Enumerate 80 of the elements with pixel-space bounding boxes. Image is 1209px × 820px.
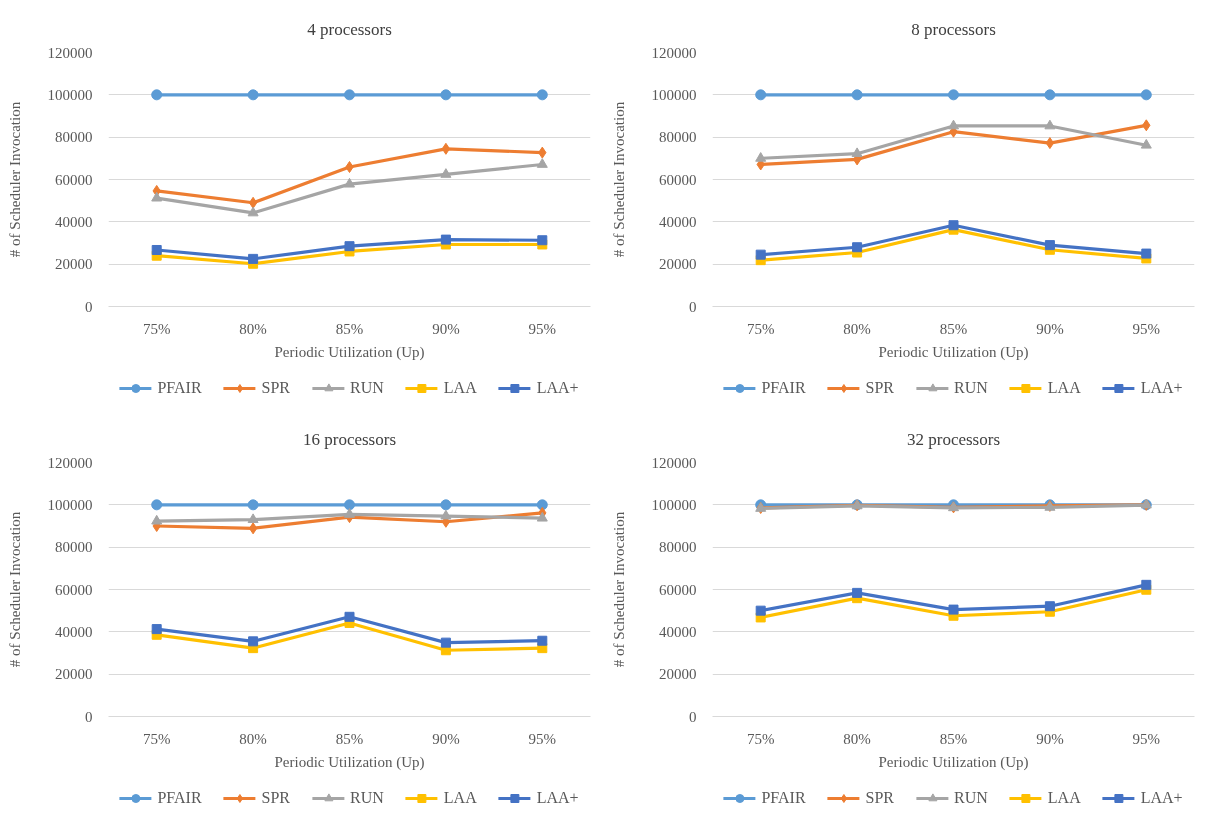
x-axis-title: Periodic Utilization (Up) xyxy=(878,753,1029,771)
legend-label: PFAIR xyxy=(157,379,202,397)
x-tick-label: 90% xyxy=(432,320,460,337)
y-tick-label: 120000 xyxy=(651,44,697,61)
y-axis-title: # of Scheduler Invocation xyxy=(6,511,23,668)
y-tick-label: 60000 xyxy=(659,581,697,598)
x-tick-label: 85% xyxy=(939,730,968,747)
y-axis-title: # of Scheduler Invocation xyxy=(610,101,627,258)
legend-label: RUN xyxy=(954,379,988,397)
y-tick-label: 20000 xyxy=(55,256,93,273)
legend-label: PFAIR xyxy=(761,379,806,397)
legend-label: RUN xyxy=(350,379,384,397)
y-axis-title: # of Scheduler Invocation xyxy=(610,511,627,668)
x-axis-title: Periodic Utilization (Up) xyxy=(274,343,425,361)
y-tick-label: 40000 xyxy=(55,623,93,640)
y-tick-label: 20000 xyxy=(55,666,93,683)
x-tick-label: 80% xyxy=(239,730,267,747)
x-tick-label: 75% xyxy=(142,730,171,747)
y-tick-label: 60000 xyxy=(55,171,93,188)
x-tick-label: 75% xyxy=(142,320,171,337)
legend-label: RUN xyxy=(954,789,988,807)
chart-title: 8 processors xyxy=(911,19,996,39)
chart-title: 4 processors xyxy=(307,19,392,39)
legend-label: PFAIR xyxy=(157,789,202,807)
x-tick-label: 85% xyxy=(335,730,364,747)
y-tick-label: 0 xyxy=(689,708,697,725)
x-tick-label: 95% xyxy=(528,320,557,337)
x-tick-label: 95% xyxy=(528,730,557,747)
y-tick-label: 100000 xyxy=(47,496,93,513)
x-tick-label: 90% xyxy=(1036,730,1064,747)
y-tick-label: 40000 xyxy=(659,213,697,230)
x-tick-label: 90% xyxy=(1036,320,1064,337)
x-tick-label: 95% xyxy=(1132,730,1161,747)
legend-label: LAA xyxy=(443,379,477,397)
chart-title: 32 processors xyxy=(906,429,1001,449)
legend-label: LAA+ xyxy=(536,379,579,397)
y-tick-label: 80000 xyxy=(659,539,697,556)
x-tick-label: 90% xyxy=(432,730,460,747)
x-tick-label: 75% xyxy=(746,320,775,337)
x-axis-title: Periodic Utilization (Up) xyxy=(878,343,1029,361)
x-axis-title: Periodic Utilization (Up) xyxy=(274,753,425,771)
y-tick-label: 40000 xyxy=(659,623,697,640)
y-tick-label: 100000 xyxy=(47,86,93,103)
y-tick-label: 60000 xyxy=(659,171,697,188)
y-axis-title: # of Scheduler Invocation xyxy=(6,101,23,258)
legend-label: LAA+ xyxy=(536,789,579,807)
x-tick-label: 75% xyxy=(746,730,775,747)
x-tick-label: 80% xyxy=(843,730,871,747)
y-tick-label: 100000 xyxy=(651,86,697,103)
y-tick-label: 120000 xyxy=(651,454,697,471)
y-tick-label: 120000 xyxy=(47,44,93,61)
legend-label: SPR xyxy=(865,789,895,807)
y-tick-label: 0 xyxy=(85,708,93,725)
legend-label: LAA xyxy=(1047,789,1081,807)
y-tick-label: 120000 xyxy=(47,454,93,471)
legend-label: SPR xyxy=(865,379,895,397)
y-tick-label: 80000 xyxy=(55,539,93,556)
y-tick-label: 100000 xyxy=(651,496,697,513)
legend-label: PFAIR xyxy=(761,789,806,807)
y-tick-label: 0 xyxy=(85,298,93,315)
legend-label: LAA xyxy=(443,789,477,807)
x-tick-label: 80% xyxy=(843,320,871,337)
legend-label: LAA xyxy=(1047,379,1081,397)
x-tick-label: 80% xyxy=(239,320,267,337)
y-tick-label: 20000 xyxy=(659,666,697,683)
x-tick-label: 85% xyxy=(335,320,364,337)
y-tick-label: 40000 xyxy=(55,213,93,230)
legend-label: SPR xyxy=(261,379,291,397)
y-tick-label: 0 xyxy=(689,298,697,315)
y-tick-label: 20000 xyxy=(659,256,697,273)
y-tick-label: 80000 xyxy=(55,129,93,146)
x-tick-label: 95% xyxy=(1132,320,1161,337)
legend-label: SPR xyxy=(261,789,291,807)
legend-label: RUN xyxy=(350,789,384,807)
y-tick-label: 80000 xyxy=(659,129,697,146)
legend-label: LAA+ xyxy=(1140,789,1183,807)
y-tick-label: 60000 xyxy=(55,581,93,598)
chart-title: 16 processors xyxy=(302,429,397,449)
legend-label: LAA+ xyxy=(1140,379,1183,397)
x-tick-label: 85% xyxy=(939,320,968,337)
